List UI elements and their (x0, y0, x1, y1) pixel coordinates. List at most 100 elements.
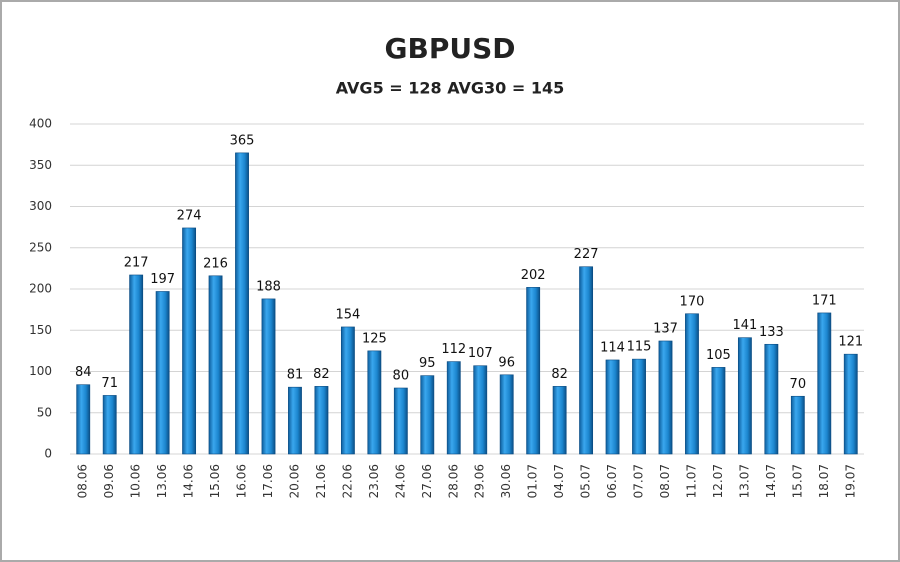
x-tick-label: 17.06 (261, 464, 275, 498)
x-tick-label: 23.06 (367, 464, 381, 498)
bar (711, 367, 726, 455)
bar (605, 359, 620, 455)
value-label: 82 (551, 367, 568, 382)
x-tick-label: 18.07 (817, 464, 831, 498)
y-tick-label: 150 (29, 323, 52, 337)
x-tick-label: 24.06 (393, 464, 407, 498)
bar (393, 387, 408, 455)
bar (261, 298, 276, 455)
x-tick-label: 20.06 (287, 464, 301, 498)
y-tick-label: 300 (29, 199, 52, 213)
bar (208, 275, 223, 455)
bar (420, 375, 435, 455)
y-tick-label: 200 (29, 282, 52, 296)
value-label: 197 (150, 272, 175, 287)
value-label: 71 (101, 376, 118, 391)
value-label: 70 (790, 377, 807, 392)
x-tick-label: 22.06 (340, 464, 354, 498)
x-tick-label: 14.06 (182, 464, 196, 498)
bar (182, 227, 197, 455)
x-tick-label: 15.07 (790, 464, 804, 498)
value-label: 95 (419, 356, 436, 371)
x-tick-label: 19.07 (843, 464, 857, 498)
x-tick-label: 04.07 (552, 464, 566, 498)
bar (764, 343, 779, 455)
bar (235, 152, 249, 455)
value-label: 171 (812, 293, 837, 308)
value-label: 125 (362, 331, 387, 346)
value-label: 105 (706, 348, 731, 363)
bar (737, 337, 752, 455)
bar (552, 386, 567, 455)
value-label: 121 (838, 335, 863, 350)
bar (314, 386, 329, 455)
x-tick-label: 08.07 (658, 464, 672, 498)
chart-title: GBPUSD (385, 32, 516, 65)
x-tick-label: 13.07 (737, 464, 751, 498)
bar (473, 365, 488, 455)
y-tick-label: 100 (29, 364, 52, 378)
value-label: 216 (203, 256, 228, 271)
value-label: 141 (732, 318, 757, 333)
value-label: 133 (759, 325, 784, 340)
y-tick-label: 0 (44, 447, 52, 461)
x-tick-label: 21.06 (314, 464, 328, 498)
value-label: 217 (124, 255, 149, 270)
x-tick-label: 15.06 (208, 464, 222, 498)
bar (579, 266, 594, 455)
value-label: 112 (441, 342, 466, 357)
bar (499, 374, 514, 455)
x-tick-label: 30.06 (499, 464, 513, 498)
value-label: 84 (75, 365, 92, 380)
bar (658, 340, 673, 455)
value-label: 137 (653, 321, 678, 336)
chart-subtitle: AVG5 = 128 AVG30 = 145 (336, 79, 564, 98)
value-label: 202 (521, 268, 546, 283)
value-label: 115 (627, 340, 652, 355)
y-tick-label: 400 (29, 117, 52, 131)
x-tick-label: 11.07 (684, 464, 698, 498)
x-tick-label: 10.06 (129, 464, 143, 498)
x-tick-label: 09.06 (102, 464, 116, 498)
value-label: 80 (393, 369, 410, 384)
x-tick-label: 08.06 (76, 464, 90, 498)
bar (102, 395, 117, 455)
x-tick-label: 27.06 (420, 464, 434, 498)
bar (685, 313, 699, 455)
bar (790, 395, 805, 455)
value-label: 82 (313, 367, 330, 382)
x-tick-label: 01.07 (526, 464, 540, 498)
value-label: 365 (230, 133, 255, 148)
bar (76, 384, 91, 455)
bar (288, 386, 302, 455)
bar (155, 291, 170, 455)
value-label: 114 (600, 340, 625, 355)
bar (843, 353, 858, 455)
value-label: 227 (574, 247, 599, 262)
x-tick-label: 12.07 (711, 464, 725, 498)
value-label: 154 (335, 307, 360, 322)
value-label: 81 (287, 368, 304, 383)
value-label: 274 (177, 208, 202, 223)
value-label: 170 (680, 294, 705, 309)
y-tick-label: 350 (29, 158, 52, 172)
bar (632, 358, 646, 455)
value-label: 96 (498, 355, 515, 370)
bar (526, 287, 541, 455)
value-label: 107 (468, 346, 493, 361)
x-tick-label: 13.06 (155, 464, 169, 498)
value-label: 188 (256, 279, 281, 294)
bar (817, 312, 832, 455)
y-tick-label: 50 (37, 405, 52, 419)
x-tick-label: 29.06 (473, 464, 487, 498)
x-tick-label: 07.07 (632, 464, 646, 498)
x-tick-label: 14.07 (764, 464, 778, 498)
bar (367, 350, 382, 455)
x-tick-label: 16.06 (235, 464, 249, 498)
x-tick-label: 06.07 (605, 464, 619, 498)
bar (340, 326, 355, 455)
x-tick-label: 28.06 (446, 464, 460, 498)
bar (446, 361, 461, 455)
